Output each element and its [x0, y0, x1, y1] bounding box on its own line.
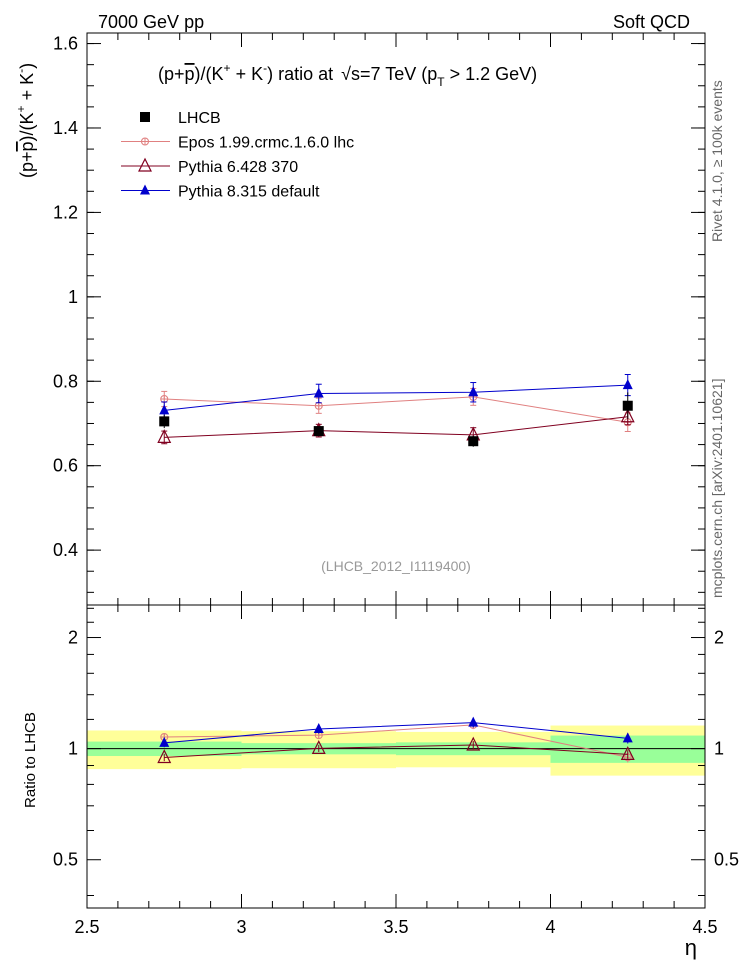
header-right: Soft QCD — [613, 12, 690, 32]
y-tick-label: 0.5 — [714, 850, 739, 870]
legend-label: Pythia 8.315 default — [178, 184, 320, 201]
ratio-point — [620, 746, 635, 760]
y-tick-label: 0.5 — [53, 850, 78, 870]
ratio-point — [622, 732, 633, 743]
data-point — [313, 426, 324, 437]
pbar: p — [185, 64, 195, 84]
y-tick-label: 0.6 — [53, 456, 78, 476]
data-point — [468, 386, 479, 397]
y-tick-label: 2 — [68, 628, 78, 648]
y-tick-label: 1.2 — [53, 202, 78, 222]
legend-marker — [138, 157, 152, 172]
x-tick-label: 4 — [545, 917, 555, 937]
series-line — [164, 396, 628, 423]
ylabel-main: (p+p)/(K+ + K-) — [14, 63, 37, 178]
legend-item: Epos 1.99.crmc.1.6.0 lhc — [121, 135, 354, 152]
data-point — [468, 436, 479, 447]
legend-item: Pythia 8.315 default — [121, 184, 320, 201]
legend-item: Pythia 6.428 370 — [121, 157, 298, 176]
y-tick-label: 1 — [714, 739, 724, 759]
series-line — [164, 416, 628, 438]
x-tick-label: 3 — [236, 917, 246, 937]
legend-label: Epos 1.99.crmc.1.6.0 lhc — [178, 135, 354, 152]
ratio-frame: 0.5 0.5 1 1 2 2 2.5 3 3.5 4 4.5 — [53, 604, 739, 937]
xlabel: η — [685, 935, 697, 960]
data-point — [622, 400, 633, 411]
data-point — [622, 379, 633, 390]
data-point — [157, 429, 172, 444]
x-tick-label: 3.5 — [383, 917, 408, 937]
ratio-bands — [87, 725, 705, 776]
legend-marker — [140, 184, 150, 195]
plot-title: (p+p)/(K+ + K-) ratio at √s=7 TeV (pT > 1… — [158, 61, 537, 89]
mcplots-label: mcplots.cern.ch [arXiv:2401.10621] — [709, 379, 725, 598]
rivet-label: Rivet 4.1.0, ≥ 100k events — [709, 80, 725, 242]
legend-marker — [140, 112, 150, 122]
header-left: 7000 GeV pp — [98, 12, 204, 32]
main-series — [157, 374, 635, 447]
y-tick-label: 1.4 — [53, 118, 78, 138]
ratio-series-line — [164, 722, 628, 744]
ratio-point — [466, 736, 481, 751]
data-point — [313, 387, 324, 398]
ylabel-ratio: Ratio to LHCB — [22, 712, 39, 808]
main-frame: 0.4 0.6 0.8 1 1.2 1.4 1.6 — [53, 32, 706, 606]
y-tick-label: 0.8 — [53, 371, 78, 391]
y-tick-label: 0.4 — [53, 540, 78, 560]
ratio-point — [159, 736, 170, 747]
ratio-point — [313, 722, 324, 733]
x-tick-label: 4.5 — [692, 917, 717, 937]
legend: LHCB Epos 1.99.crmc.1.6.0 lhc Pythia 6.428… — [121, 110, 354, 201]
ratio-point — [157, 749, 172, 764]
legend-label: LHCB — [178, 110, 221, 127]
y-tick-label: 1 — [68, 739, 78, 759]
data-point — [159, 404, 170, 415]
x-tick-label: 2.5 — [74, 917, 99, 937]
y-tick-label: 2 — [714, 628, 724, 648]
ratio-point — [468, 716, 479, 727]
legend-item: LHCB — [140, 110, 221, 127]
y-tick-label: 1.6 — [53, 34, 78, 54]
legend-label: Pythia 6.428 370 — [178, 159, 298, 176]
y-tick-label: 1 — [68, 287, 78, 307]
ratio-point — [311, 740, 326, 754]
data-point — [159, 416, 170, 427]
data-point — [620, 408, 635, 423]
analysis-tag: (LHCB_2012_I1119400) — [321, 558, 471, 574]
ratio-series — [157, 716, 635, 764]
ratio-series-line — [164, 744, 628, 759]
series-line — [164, 384, 628, 411]
